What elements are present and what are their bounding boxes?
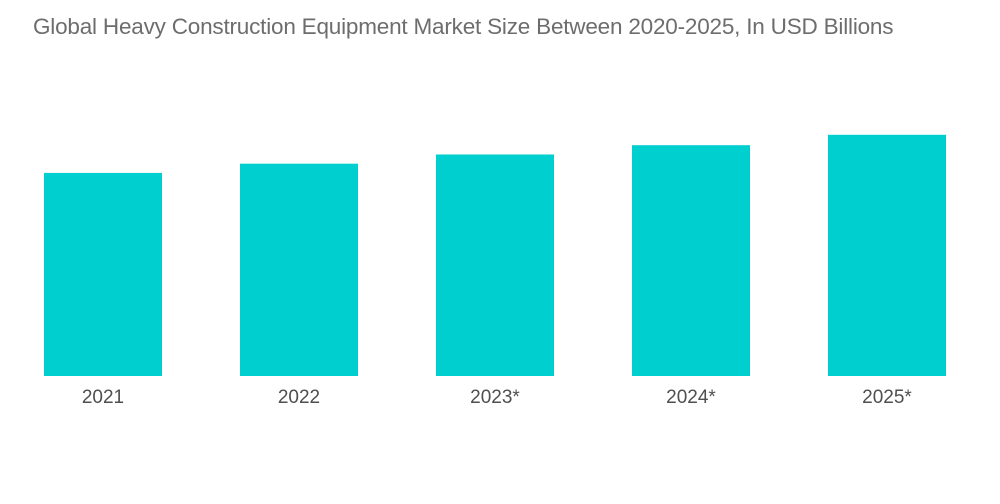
x-tick-label: 2025*: [862, 387, 912, 408]
bar-2021: [44, 172, 162, 376]
bar-2022: [240, 163, 358, 376]
chart-title: Global Heavy Construction Equipment Mark…: [33, 14, 894, 39]
bar-2025-est: [828, 134, 946, 376]
bar-2024-est: [632, 145, 750, 376]
x-tick-label: 2022: [278, 387, 320, 408]
bars-group: [44, 134, 946, 376]
x-tick-label: 2024*: [666, 387, 716, 408]
bar-2023-est: [436, 154, 554, 376]
x-tick-label: 2023*: [470, 387, 520, 408]
x-tick-labels-group: 2021 2022 2023* 2024* 2025*: [82, 387, 913, 408]
x-tick-label: 2021: [82, 387, 124, 408]
